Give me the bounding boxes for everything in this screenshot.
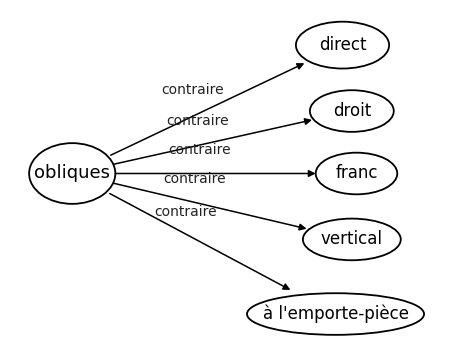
Text: à l'emporte-pièce: à l'emporte-pièce xyxy=(262,305,409,323)
Text: vertical: vertical xyxy=(321,230,383,248)
Text: direct: direct xyxy=(319,36,366,54)
Text: contraire: contraire xyxy=(161,83,223,98)
Text: contraire: contraire xyxy=(168,143,231,157)
Text: contraire: contraire xyxy=(164,172,226,186)
Text: obliques: obliques xyxy=(34,164,110,183)
Text: franc: franc xyxy=(335,164,378,183)
Text: droit: droit xyxy=(333,102,371,120)
Text: contraire: contraire xyxy=(166,114,229,128)
Text: contraire: contraire xyxy=(154,205,217,219)
